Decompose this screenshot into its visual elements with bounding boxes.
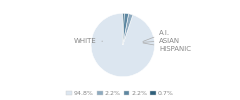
Text: HISPANIC: HISPANIC — [143, 43, 191, 52]
Wedge shape — [123, 13, 124, 45]
Wedge shape — [123, 14, 133, 45]
Text: ASIAN: ASIAN — [143, 38, 180, 44]
Text: WHITE: WHITE — [74, 38, 102, 44]
Text: A.I.: A.I. — [143, 30, 170, 42]
Wedge shape — [91, 13, 155, 77]
Legend: 94.8%, 2.2%, 2.2%, 0.7%: 94.8%, 2.2%, 2.2%, 0.7% — [64, 88, 176, 99]
Wedge shape — [123, 13, 129, 45]
